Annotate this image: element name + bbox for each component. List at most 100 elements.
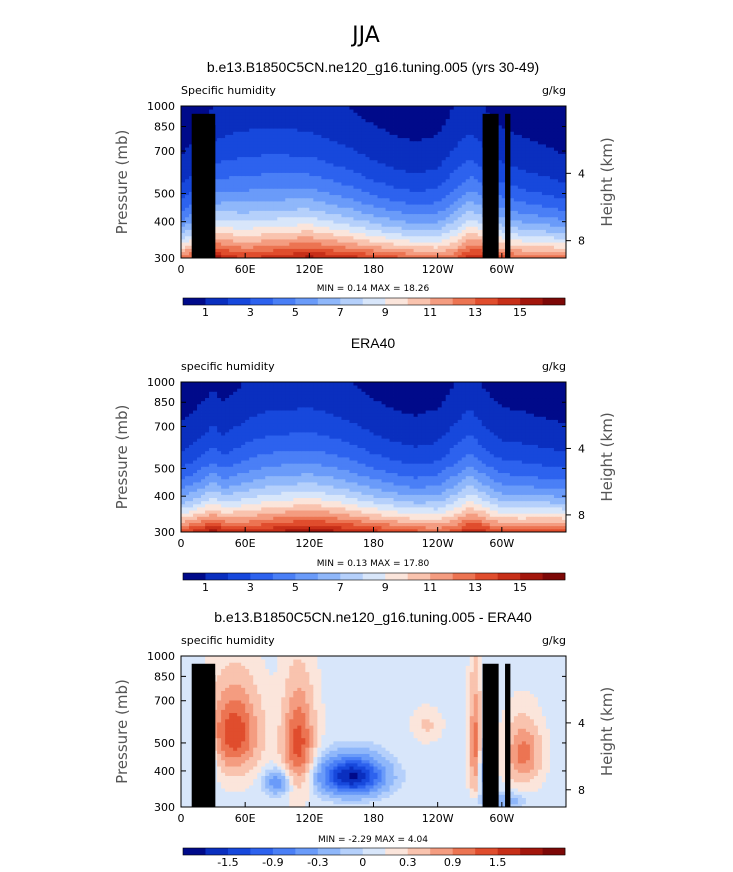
heatmap-cell [553,528,559,533]
heatmap-cell [557,245,563,249]
heatmap-cell [521,207,527,211]
heatmap-cell [469,204,475,208]
heatmap-cell [525,223,531,227]
heatmap-cell [257,522,262,527]
heatmap-cell [357,121,362,126]
heatmap-cell [473,213,479,218]
heatmap-cell [425,166,431,170]
heatmap-cell [237,216,242,221]
heatmap-cell [521,118,527,123]
heatmap-cell [313,207,318,211]
heatmap-cell [273,182,278,186]
heatmap-cell [449,210,455,215]
heatmap-cell [477,235,483,240]
heatmap-cell [561,525,567,530]
heatmap-cell [289,213,294,218]
heatmap-cell [337,137,342,142]
heatmap-cell [529,207,535,211]
heatmap-cell [561,106,567,110]
heatmap-cell [289,522,294,527]
heatmap-cell [277,191,282,196]
heatmap-cell [349,522,354,527]
heatmap-cell [333,207,338,211]
heatmap-cell [477,115,483,120]
heatmap-cell [397,235,402,240]
heatmap-cell [189,121,194,126]
heatmap-cell [281,128,286,132]
heatmap-cell [337,235,342,240]
heatmap-cell [357,242,362,246]
heatmap-cell [333,163,338,167]
heatmap-cell [237,223,242,227]
heatmap-cell [377,134,382,139]
heatmap-cell [457,254,463,259]
heatmap-cell [321,216,326,221]
heatmap-cell [445,156,451,161]
heatmap-cell [393,232,398,237]
heatmap-cell [365,235,370,240]
heatmap-cell [277,106,282,110]
heatmap-cell [301,175,306,180]
heatmap-cell [221,197,226,202]
heatmap-cell [341,140,346,145]
heatmap-cell [521,106,527,110]
heatmap-cell [381,216,386,221]
heatmap-cell [189,172,194,177]
heatmap-cell [445,140,451,145]
heatmap-cell [533,197,539,202]
heatmap-cell [229,115,234,120]
heatmap-cell [321,204,326,208]
heatmap-cell [457,201,463,205]
heatmap-cell [509,128,515,132]
heatmap-cell [345,112,350,116]
heatmap-cell [533,156,539,161]
heatmap-cell [549,163,555,167]
heatmap-cell [469,254,475,259]
heatmap-cell [509,144,515,148]
heatmap-cell [221,172,226,177]
heatmap-cell [345,525,350,530]
heatmap-cell [545,254,551,259]
heatmap-cell [189,169,194,173]
heatmap-cell [365,522,370,527]
heatmap-cell [345,118,350,123]
heatmap-cell [461,220,467,224]
heatmap-cell [337,525,342,530]
heatmap-cell [537,137,543,142]
heatmap-cell [377,137,382,142]
heatmap-cell [525,169,531,173]
heatmap-cell [293,166,298,170]
heatmap-cell [497,150,503,154]
heatmap-cell [465,191,471,196]
heatmap-cell [357,239,362,243]
heatmap-cell [417,150,423,154]
heatmap-cell [365,169,370,173]
colorbar-label: 7 [337,306,344,319]
heatmap-cell [369,166,374,170]
heatmap-cell [469,153,475,158]
heatmap-cell [557,166,563,170]
heatmap-cell [473,137,479,142]
heatmap-cell [433,109,439,113]
heatmap-cell [285,144,290,148]
heatmap-cell [321,251,326,256]
heatmap-cell [369,188,374,192]
heatmap-cell [421,223,427,227]
heatmap-cell [417,197,423,202]
heatmap-cell [477,169,483,173]
heatmap-cell [461,191,467,196]
heatmap-cell [185,134,190,139]
heatmap-cell [317,128,322,132]
heatmap-cell [369,254,374,259]
heatmap-cell [349,147,354,151]
heatmap-cell [401,248,406,253]
heatmap-cell [325,128,330,132]
heatmap-cell [289,220,294,224]
heatmap-cell [257,239,262,243]
heatmap-cell [353,153,358,158]
heatmap-cell [253,519,258,524]
heatmap-cell [265,235,270,240]
heatmap-cell [441,109,447,113]
heatmap-cell [397,153,402,158]
heatmap-cell [237,169,242,173]
